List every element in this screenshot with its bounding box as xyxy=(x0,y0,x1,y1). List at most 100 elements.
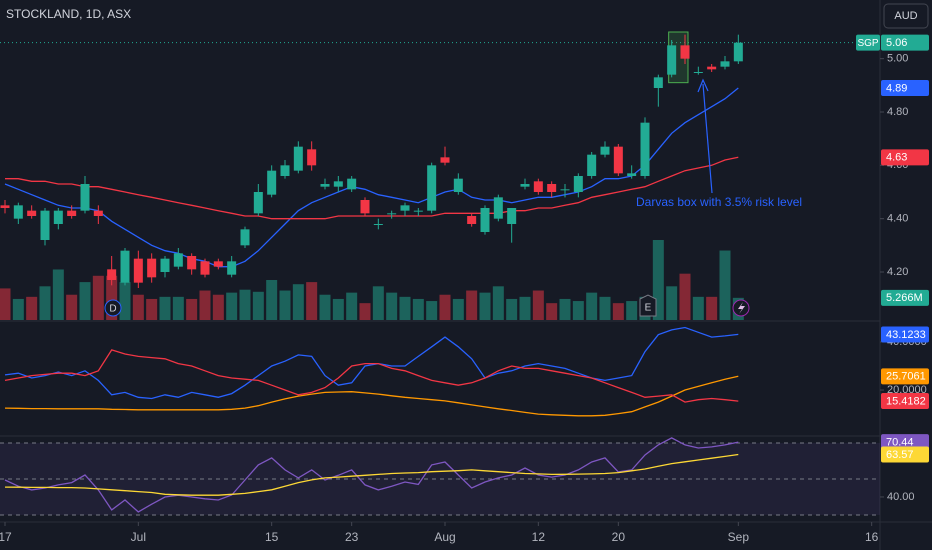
indicator-line xyxy=(4,437,739,513)
last-value-badge xyxy=(881,326,929,343)
candle-body xyxy=(213,261,223,267)
candle-body xyxy=(653,77,663,88)
volume-bar xyxy=(652,240,664,320)
volume-bar xyxy=(519,296,531,320)
volume-bar xyxy=(599,296,611,320)
indicator-line xyxy=(4,326,739,400)
candle-body xyxy=(333,181,343,187)
volume-bar xyxy=(12,298,24,320)
last-value-badge xyxy=(881,80,929,96)
volume-bar xyxy=(226,292,238,320)
news-icon[interactable] xyxy=(738,302,745,314)
last-value-label: 25.7061 xyxy=(886,371,926,383)
candle-body xyxy=(440,157,450,163)
candle-body xyxy=(53,210,63,224)
y-tick-label: 20.0000 xyxy=(887,384,927,396)
currency-label[interactable]: AUD xyxy=(894,10,917,22)
last-value-label: 70.44 xyxy=(886,437,914,449)
candle-body xyxy=(0,205,10,208)
volume-bar xyxy=(92,275,104,320)
last-value-label: 43.1233 xyxy=(886,329,926,341)
volume-bar xyxy=(612,303,624,320)
volume-bar xyxy=(359,303,371,320)
volume-bar xyxy=(466,290,478,320)
x-tick-label: 15 xyxy=(265,530,279,544)
volume-bar xyxy=(199,290,211,320)
dividend-event[interactable] xyxy=(104,299,122,317)
candle-body xyxy=(387,213,397,215)
volume-bar xyxy=(172,296,184,320)
volume-bar xyxy=(319,294,331,320)
candle-body xyxy=(13,205,23,219)
volume-bar xyxy=(332,298,344,320)
candle-body xyxy=(733,42,743,62)
volume-bar xyxy=(626,301,638,320)
arrow-head xyxy=(697,78,709,93)
volume-bar xyxy=(492,286,504,320)
volume-bar xyxy=(666,286,678,320)
x-tick-label: Aug xyxy=(434,530,455,544)
last-value-badge xyxy=(881,34,929,51)
last-value-label: 15.4182 xyxy=(886,395,926,407)
candle-body xyxy=(267,170,277,195)
volume-bar xyxy=(79,282,91,320)
candle-body xyxy=(67,210,77,216)
volume-bar xyxy=(412,298,424,320)
last-value-label: 63.57 xyxy=(886,449,914,461)
volume-bar xyxy=(479,292,491,320)
last-value-label: 4.89 xyxy=(886,82,907,94)
candle-body xyxy=(320,184,330,187)
candle-body xyxy=(347,178,357,190)
volume-bar xyxy=(679,273,691,320)
indicator-line xyxy=(4,453,739,496)
last-value-badge xyxy=(881,289,929,306)
candle-body xyxy=(93,210,103,216)
symbol-label: SGP xyxy=(857,38,878,49)
last-value-label: 5.06 xyxy=(886,37,907,49)
x-tick-label: 23 xyxy=(345,530,359,544)
volume-bar xyxy=(546,303,558,320)
earnings-event[interactable] xyxy=(639,294,657,317)
candle-body xyxy=(373,224,383,225)
indicator-line xyxy=(4,349,739,403)
volume-bar xyxy=(439,294,451,320)
volume-bar xyxy=(532,290,544,320)
candle-body xyxy=(173,253,183,267)
volume-bar xyxy=(159,296,171,320)
candle-body xyxy=(160,258,170,272)
currency-button[interactable] xyxy=(883,3,929,29)
candle-body xyxy=(27,210,37,216)
candle-body xyxy=(667,45,677,75)
volume-bar xyxy=(252,291,264,320)
annotation: Darvas box with 3.5% risk level xyxy=(636,195,802,209)
candle-body xyxy=(507,208,517,224)
volume-bar xyxy=(39,286,51,320)
candle-body xyxy=(573,176,583,192)
candle-body xyxy=(413,210,423,212)
candle-body xyxy=(280,165,290,176)
volume-bar xyxy=(372,286,384,320)
candle-body xyxy=(133,258,143,283)
volume-bar xyxy=(186,298,198,320)
candle-body xyxy=(427,165,437,211)
volume-bar xyxy=(132,294,144,320)
volume-bar xyxy=(306,282,318,320)
event-label[interactable]: D xyxy=(109,304,116,315)
candle-body xyxy=(680,45,690,59)
event-label[interactable]: E xyxy=(645,303,652,314)
candle-body xyxy=(187,256,197,270)
indicator-line xyxy=(5,156,739,220)
last-value-label: 4.63 xyxy=(886,152,907,164)
candle-body xyxy=(120,250,130,283)
candle-body xyxy=(227,261,237,275)
candle-body xyxy=(360,200,370,214)
volume-bar xyxy=(452,298,464,320)
volume-label: 5.266M xyxy=(886,292,923,304)
candle-body xyxy=(613,146,623,174)
y-tick-label: 4.20 xyxy=(887,266,908,278)
x-tick-label: 17 xyxy=(0,530,12,544)
y-tick-label: 5.00 xyxy=(887,53,908,65)
candle-body xyxy=(480,208,490,232)
volume-bar xyxy=(279,290,291,320)
